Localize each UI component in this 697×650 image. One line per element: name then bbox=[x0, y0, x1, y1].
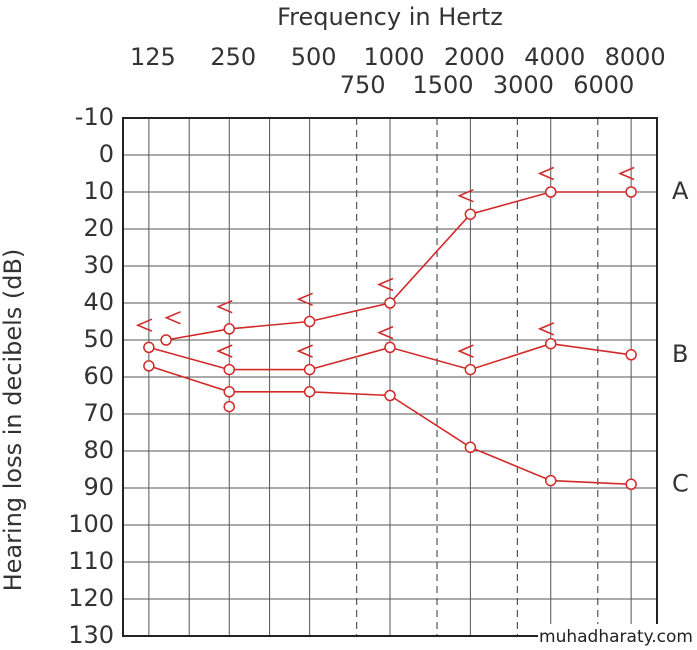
data-point bbox=[223, 363, 235, 376]
data-point bbox=[223, 323, 235, 335]
x-tick-label: 250 bbox=[210, 43, 256, 71]
x-tick-label: 2000 bbox=[444, 43, 505, 71]
y-tick-label: 10 bbox=[83, 177, 114, 205]
bone-marker bbox=[135, 318, 153, 332]
y-tick-label: 90 bbox=[83, 473, 114, 501]
bone-marker bbox=[618, 166, 635, 181]
y-tick-label: 40 bbox=[83, 288, 114, 316]
data-point bbox=[223, 400, 235, 413]
y-tick-label: -10 bbox=[75, 103, 114, 131]
y-tick-label: 0 bbox=[99, 140, 114, 168]
x-tick-label: 3000 bbox=[493, 71, 554, 99]
x-tick-label: 750 bbox=[340, 71, 386, 99]
data-point bbox=[223, 386, 235, 398]
data-point bbox=[625, 186, 637, 198]
x-tick-label: 6000 bbox=[573, 71, 634, 99]
watermark-bg bbox=[538, 624, 697, 650]
x-tick-label: 8000 bbox=[605, 43, 666, 71]
data-point bbox=[303, 386, 316, 398]
bone-marker bbox=[457, 188, 474, 203]
y-tick-label: 80 bbox=[83, 436, 114, 464]
data-point bbox=[464, 363, 477, 376]
data-point bbox=[384, 341, 396, 354]
bone-marker bbox=[376, 325, 394, 340]
series-label: A bbox=[672, 177, 689, 205]
bone-marker bbox=[537, 322, 555, 336]
data-point bbox=[545, 186, 557, 198]
chart-title: Frequency in Hertz bbox=[277, 3, 503, 31]
bone-marker bbox=[296, 292, 313, 307]
y-tick-label: 110 bbox=[68, 547, 114, 575]
data-point bbox=[303, 363, 316, 376]
data-point bbox=[303, 315, 316, 328]
bone-marker bbox=[296, 344, 313, 358]
series-label: C bbox=[672, 469, 689, 497]
bone-marker bbox=[537, 166, 555, 181]
data-point bbox=[143, 360, 155, 372]
data-point bbox=[143, 341, 155, 354]
plot-frame bbox=[122, 117, 658, 637]
y-tick-label: 20 bbox=[83, 214, 114, 242]
data-point bbox=[384, 389, 396, 402]
bone-marker bbox=[457, 344, 474, 358]
data-point bbox=[625, 478, 637, 491]
bone-marker bbox=[376, 277, 394, 292]
y-axis-label: Hearing loss in decibels (dB) bbox=[0, 249, 27, 592]
y-tick-label: 70 bbox=[83, 399, 114, 427]
bone-marker bbox=[216, 299, 233, 314]
data-point bbox=[464, 208, 477, 220]
x-tick-label: 125 bbox=[130, 43, 176, 71]
y-tick-label: 130 bbox=[68, 621, 114, 649]
bone-marker bbox=[216, 344, 233, 358]
y-tick-label: 120 bbox=[68, 584, 114, 612]
data-point bbox=[545, 474, 557, 487]
data-point bbox=[464, 441, 477, 454]
x-tick-label: 4000 bbox=[524, 43, 585, 71]
series-label: B bbox=[672, 340, 688, 368]
x-tick-label: 500 bbox=[291, 43, 337, 71]
y-tick-label: 50 bbox=[83, 325, 114, 353]
y-tick-label: 60 bbox=[83, 362, 114, 390]
data-point bbox=[625, 349, 637, 361]
data-point bbox=[160, 334, 172, 346]
y-tick-label: 30 bbox=[83, 251, 114, 279]
watermark: muhadharaty.com bbox=[539, 627, 693, 647]
x-tick-label: 1500 bbox=[412, 71, 473, 99]
y-tick-label: 100 bbox=[68, 510, 114, 538]
bone-marker bbox=[164, 311, 181, 325]
data-point bbox=[545, 337, 557, 350]
data-point bbox=[384, 297, 396, 309]
x-tick-label: 1000 bbox=[363, 43, 424, 71]
